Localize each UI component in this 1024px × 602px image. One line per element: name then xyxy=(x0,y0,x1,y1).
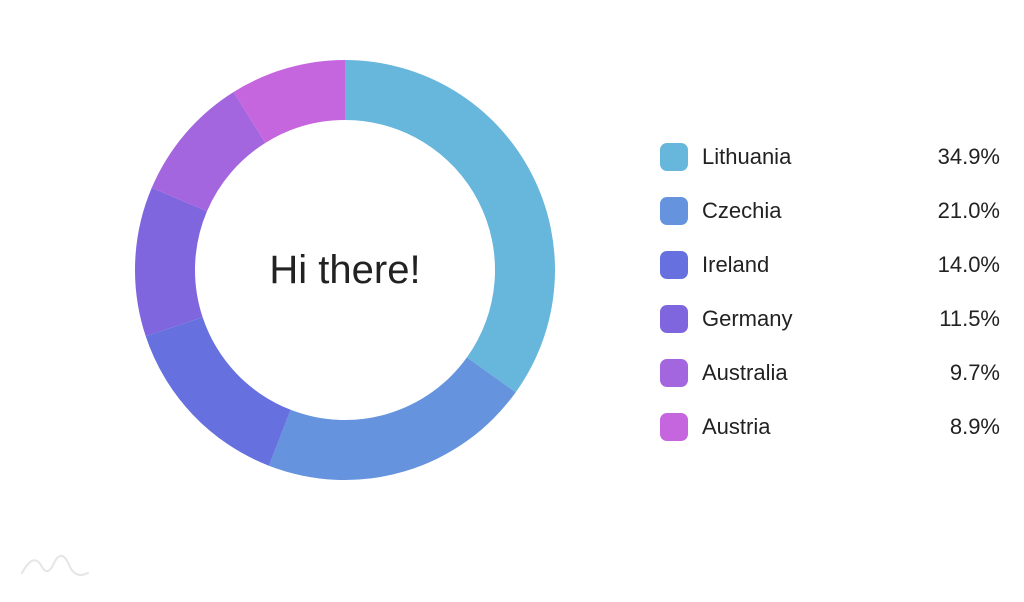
legend-value: 11.5% xyxy=(930,306,1000,332)
donut-chart: Hi there! xyxy=(135,60,555,480)
donut-slice-ireland[interactable] xyxy=(146,317,291,465)
legend-value: 14.0% xyxy=(930,252,1000,278)
legend-row-germany[interactable]: Germany11.5% xyxy=(660,292,1000,346)
donut-slice-czechia[interactable] xyxy=(269,357,516,480)
legend-value: 34.9% xyxy=(930,144,1000,170)
legend: Lithuania34.9%Czechia21.0%Ireland14.0%Ge… xyxy=(660,130,1000,454)
donut-slice-germany[interactable] xyxy=(135,188,207,336)
legend-label: Germany xyxy=(702,306,930,332)
legend-label: Ireland xyxy=(702,252,930,278)
legend-swatch xyxy=(660,359,688,387)
legend-value: 9.7% xyxy=(930,360,1000,386)
legend-swatch xyxy=(660,251,688,279)
legend-label: Australia xyxy=(702,360,930,386)
legend-swatch xyxy=(660,305,688,333)
legend-value: 8.9% xyxy=(930,414,1000,440)
legend-row-ireland[interactable]: Ireland14.0% xyxy=(660,238,1000,292)
legend-value: 21.0% xyxy=(930,198,1000,224)
legend-row-lithuania[interactable]: Lithuania34.9% xyxy=(660,130,1000,184)
chart-container: Hi there! Lithuania34.9%Czechia21.0%Irel… xyxy=(0,0,1024,602)
legend-swatch xyxy=(660,413,688,441)
watermark-icon xyxy=(20,549,90,582)
legend-label: Lithuania xyxy=(702,144,930,170)
legend-swatch xyxy=(660,143,688,171)
donut-slice-lithuania[interactable] xyxy=(345,60,555,392)
legend-row-australia[interactable]: Australia9.7% xyxy=(660,346,1000,400)
donut-chart-area: Hi there! xyxy=(0,0,640,602)
legend-label: Austria xyxy=(702,414,930,440)
legend-row-austria[interactable]: Austria8.9% xyxy=(660,400,1000,454)
legend-row-czechia[interactable]: Czechia21.0% xyxy=(660,184,1000,238)
legend-swatch xyxy=(660,197,688,225)
legend-label: Czechia xyxy=(702,198,930,224)
donut-svg xyxy=(135,60,555,480)
